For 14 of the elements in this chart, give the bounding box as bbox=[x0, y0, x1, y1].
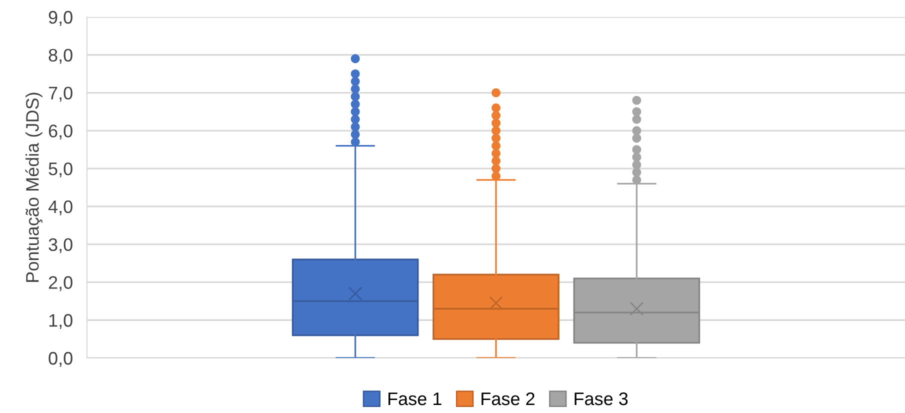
y-tick-label: 2,0 bbox=[48, 276, 72, 292]
y-tick-label: 4,0 bbox=[48, 200, 72, 216]
y-axis-title: Pontuação Média (JDS) bbox=[25, 92, 42, 282]
y-tick-label: 0,0 bbox=[48, 352, 72, 367]
y-tick-label: 9,0 bbox=[48, 10, 72, 26]
y-tick-label: 7,0 bbox=[48, 86, 72, 102]
y-tick-label: 1,0 bbox=[49, 314, 72, 329]
y-tick-label: 8,0 bbox=[48, 48, 72, 64]
y-tick-label: 6,0 bbox=[48, 124, 72, 140]
legend-label: Fase 2 bbox=[482, 392, 534, 406]
legend-label: Fase 1 bbox=[388, 392, 442, 406]
y-tick-label: 3,0 bbox=[48, 238, 72, 254]
y-tick-label: 5,0 bbox=[48, 162, 72, 178]
legend-label: Fase 3 bbox=[574, 392, 628, 406]
